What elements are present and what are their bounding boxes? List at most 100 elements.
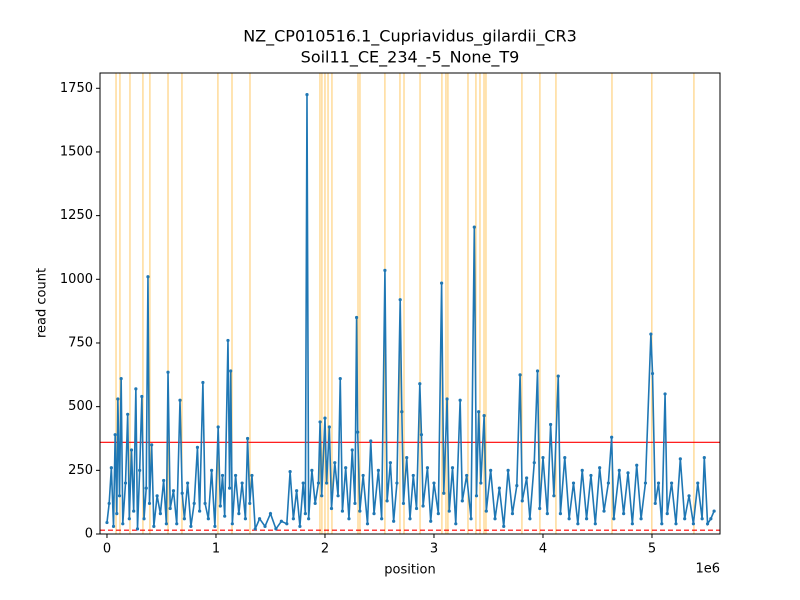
data-point — [228, 486, 232, 490]
data-point — [665, 512, 669, 516]
data-point — [109, 466, 113, 470]
data-point — [203, 501, 207, 506]
data-point — [138, 468, 142, 472]
data-point — [465, 473, 469, 478]
data-point — [571, 481, 576, 485]
data-point — [195, 445, 200, 450]
data-point — [263, 524, 267, 528]
data-point — [549, 422, 553, 427]
data-point — [113, 433, 117, 437]
data-point — [350, 448, 354, 452]
x-axis-label: position — [384, 563, 436, 578]
data-point — [305, 93, 309, 97]
x-tick-label: 2 — [321, 542, 329, 557]
data-point — [298, 524, 302, 528]
y-tick-label: 1500 — [60, 144, 93, 159]
data-point — [344, 466, 348, 470]
data-point — [237, 512, 241, 516]
data-point — [119, 377, 123, 381]
data-point — [479, 481, 483, 485]
data-point — [230, 522, 234, 526]
data-point — [347, 517, 351, 521]
data-point — [419, 433, 424, 437]
data-point — [243, 517, 248, 521]
data-point — [702, 455, 706, 460]
data-point — [175, 522, 179, 526]
data-point — [116, 397, 120, 401]
data-point — [301, 481, 305, 485]
data-point — [696, 481, 700, 485]
data-point — [401, 501, 406, 506]
data-point — [425, 466, 430, 470]
data-point — [650, 371, 655, 376]
data-point — [178, 398, 182, 402]
data-point — [683, 517, 687, 521]
data-point — [288, 469, 292, 474]
data-point — [213, 524, 217, 528]
data-point — [610, 435, 614, 439]
data-point — [670, 481, 674, 485]
data-point — [506, 468, 510, 472]
data-point — [606, 481, 610, 485]
data-point — [171, 489, 176, 493]
data-point — [192, 501, 196, 506]
data-point — [556, 374, 560, 378]
data-point — [482, 413, 486, 418]
data-point — [325, 481, 329, 485]
data-point — [127, 517, 131, 521]
data-point — [558, 512, 563, 516]
data-point — [134, 387, 138, 391]
x-offset-label: 1e6 — [695, 562, 720, 577]
data-point — [580, 468, 584, 472]
data-point — [310, 468, 314, 472]
y-tick-label: 1250 — [60, 208, 93, 223]
data-point — [291, 517, 295, 521]
data-point — [274, 527, 278, 531]
data-point — [493, 517, 497, 521]
data-point — [520, 499, 524, 503]
data-point — [140, 394, 144, 399]
data-point — [541, 455, 545, 460]
data-point — [129, 448, 134, 452]
data-point — [510, 512, 515, 516]
data-point — [111, 524, 116, 528]
data-point — [253, 527, 257, 531]
data-point — [285, 522, 289, 526]
data-point — [626, 471, 630, 475]
plot-frame — [99, 72, 721, 535]
data-point — [442, 491, 446, 495]
data-point — [538, 506, 542, 511]
data-point — [635, 463, 639, 467]
data-point — [432, 481, 436, 485]
data-point — [532, 461, 536, 465]
data-point — [223, 514, 227, 518]
data-point — [105, 520, 109, 525]
data-point — [142, 517, 146, 521]
data-point — [107, 501, 111, 506]
data-point — [152, 524, 156, 528]
y-tick-label: 1000 — [60, 272, 93, 287]
data-point — [474, 494, 479, 498]
data-point — [469, 517, 473, 521]
data-point — [226, 338, 230, 343]
data-point — [567, 517, 571, 521]
data-point — [358, 509, 362, 513]
data-point — [450, 466, 455, 470]
data-point — [303, 512, 307, 516]
data-point — [250, 473, 254, 478]
data-point — [361, 473, 365, 478]
data-point — [248, 501, 252, 506]
data-point — [365, 522, 370, 526]
data-point — [454, 522, 458, 526]
data-point — [388, 461, 392, 465]
chart-title: NZ_CP010516.1_Cupriavidus_gilardii_CR3 — [243, 27, 577, 47]
data-point — [316, 481, 321, 485]
data-point — [602, 509, 606, 513]
data-point — [525, 476, 529, 480]
data-point — [489, 468, 493, 472]
data-point — [313, 501, 317, 506]
data-point — [674, 522, 678, 526]
data-point — [146, 275, 150, 279]
data-point — [354, 315, 359, 320]
